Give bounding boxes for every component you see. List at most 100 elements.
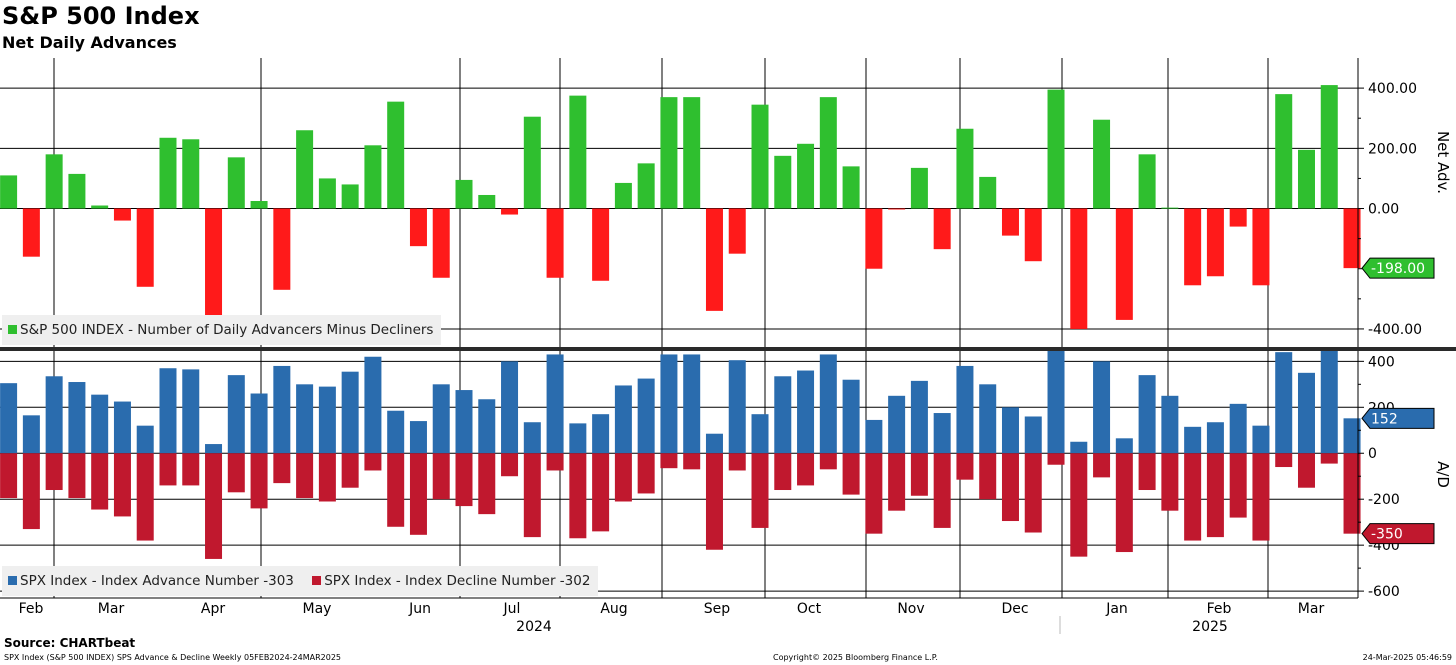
net-advance-bar <box>979 176 997 209</box>
decline-bar <box>660 453 678 469</box>
net-advance-bar <box>751 104 769 209</box>
advance-bar <box>614 385 632 454</box>
decline-bar <box>933 453 951 528</box>
advance-bar <box>387 410 405 454</box>
x-month-label: Apr <box>201 601 225 617</box>
decline-bar <box>637 453 655 494</box>
advance-bar <box>865 419 883 454</box>
decline-bar <box>751 453 769 528</box>
advance-bar <box>136 425 154 454</box>
net-advance-bar <box>614 182 632 209</box>
advance-bar <box>1024 416 1042 454</box>
net-advance-bar <box>1320 85 1338 209</box>
net-advance-bar <box>409 208 427 247</box>
advance-bar <box>819 354 837 454</box>
advance-bar <box>751 414 769 454</box>
top-ytick-label: -400.00 <box>1368 322 1422 338</box>
top-ytick-label: 0.00 <box>1368 202 1399 218</box>
advance-bar <box>683 354 701 454</box>
advance-bar <box>1115 438 1133 454</box>
decline-bar <box>1343 453 1361 534</box>
decline-bar <box>774 453 792 491</box>
bottom-ylabel: A/D <box>1434 461 1452 488</box>
decline-bar <box>159 453 177 486</box>
decline-bar <box>1093 453 1111 478</box>
net-advance-bar <box>364 145 382 209</box>
decline-bar <box>1138 453 1156 491</box>
decline-bar <box>227 453 245 493</box>
decline-bar <box>1320 453 1338 464</box>
decline-bar <box>614 453 632 502</box>
net-advance-bar <box>0 175 18 209</box>
decline-bar <box>318 453 336 502</box>
decline-bar <box>1047 453 1065 465</box>
decline-legend-label: SPX Index - Index Decline Number -302 <box>324 573 591 589</box>
decline-bar <box>45 453 63 491</box>
advance-bar <box>523 422 541 454</box>
top-legend-label: S&P 500 INDEX - Number of Daily Advancer… <box>20 322 434 338</box>
advance-bar <box>1320 348 1338 454</box>
decline-bar <box>569 453 587 539</box>
net-advance-bar <box>113 208 131 221</box>
decline-bar <box>797 453 815 486</box>
net-advance-bar <box>1138 154 1156 209</box>
chart-subtitle: Net Daily Advances <box>2 33 177 52</box>
advance-bar <box>455 390 473 454</box>
advance-bar <box>182 369 200 454</box>
decline-bar <box>1024 453 1042 533</box>
net-advance-bar <box>956 128 974 209</box>
net-advance-bar <box>205 208 223 335</box>
decline-bar <box>1206 453 1224 538</box>
advance-legend-label: SPX Index - Index Advance Number -303 <box>20 573 294 589</box>
x-month-label: Aug <box>600 601 627 617</box>
net-advance-bar <box>478 194 496 209</box>
advance-bar <box>728 360 746 454</box>
advance-bar <box>637 378 655 454</box>
top-legend: S&P 500 INDEX - Number of Daily Advancer… <box>2 315 442 345</box>
x-month-label: Jun <box>408 601 431 617</box>
decline-bar <box>22 453 40 530</box>
net-advance-bar <box>842 166 860 209</box>
source-note: Source: CHARTbeat <box>4 636 136 650</box>
footer-left: SPX Index (S&P 500 INDEX) SPS Advance & … <box>4 653 342 662</box>
bottom-ytick-label: 0 <box>1368 446 1377 462</box>
decline-bar <box>592 453 610 532</box>
x-year-label: 2024 <box>516 619 552 635</box>
net-advance-bar <box>910 167 928 209</box>
net-advance-bar <box>1024 208 1042 262</box>
decline-bar <box>0 453 18 499</box>
net-advance-bar <box>546 208 564 278</box>
advance-bar <box>797 370 815 454</box>
decline-bar <box>68 453 86 499</box>
decline-bar <box>455 453 473 507</box>
net-advances-swatch-icon <box>8 325 17 334</box>
advance-bar <box>22 415 40 454</box>
advance-bar <box>888 395 906 454</box>
advance-bar <box>979 384 997 454</box>
net-advance-bar <box>592 208 610 281</box>
net-advance-bar <box>318 178 336 209</box>
top-ylabel: Net Adv. <box>1434 131 1452 194</box>
x-month-label: Sep <box>704 601 731 617</box>
decline-bar <box>91 453 109 510</box>
decline-bar <box>205 453 223 559</box>
advance-bar <box>227 375 245 454</box>
decline-bar <box>546 453 564 471</box>
decline-bar <box>1297 453 1315 488</box>
net-advance-bar <box>728 208 746 254</box>
advance-bar <box>205 444 223 454</box>
net-advance-bar <box>501 208 519 215</box>
decline-bar <box>432 453 450 500</box>
net-advance-bar <box>569 95 587 209</box>
net-advance-bar <box>1343 208 1361 269</box>
net-advance-bar <box>523 116 541 209</box>
decline-bar <box>136 453 154 541</box>
decline-bar <box>341 453 359 488</box>
net-advance-bar <box>1297 149 1315 209</box>
advance-bar <box>159 368 177 454</box>
decline-bar <box>1184 453 1202 541</box>
net-advance-bar <box>1093 119 1111 209</box>
decline-bar <box>296 453 314 499</box>
decline-bar <box>273 453 291 484</box>
